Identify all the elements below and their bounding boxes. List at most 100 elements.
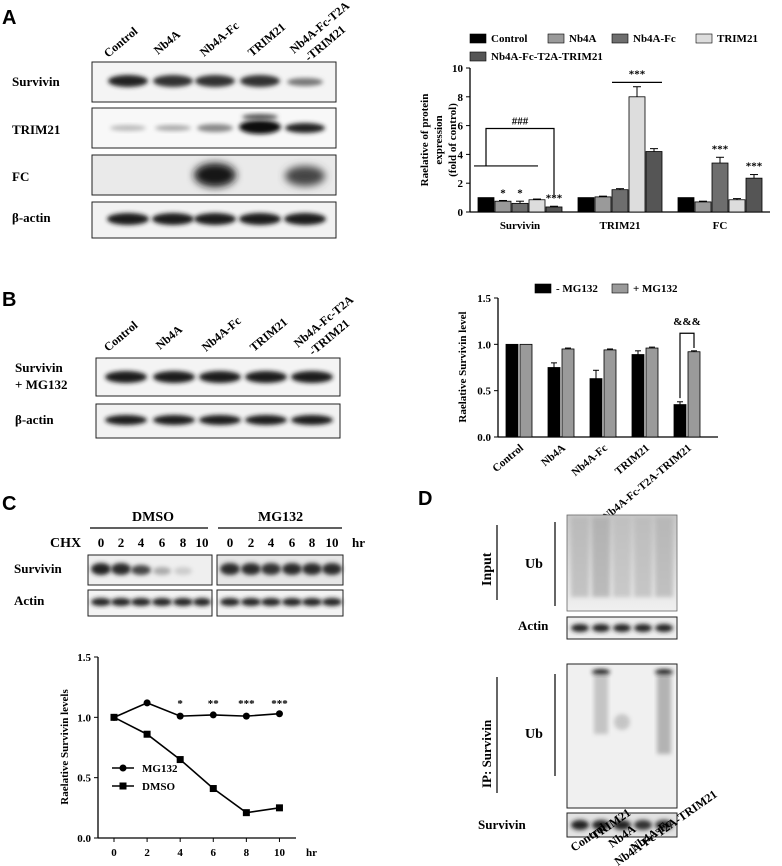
lane-label-nb4a: Nb4A (153, 322, 185, 352)
bar (677, 197, 695, 213)
bar (528, 199, 546, 213)
series-line (113, 716, 280, 814)
row-label-actin: Actin (14, 593, 45, 608)
significance-marker: * (500, 187, 506, 199)
legend-label: Nb4A-Fc (633, 33, 676, 45)
significance-marker: *** (546, 192, 563, 204)
timepoint-label: 10 (196, 535, 209, 550)
bar (687, 351, 701, 438)
bar (694, 201, 712, 213)
ub-label-ip: Ub (525, 727, 543, 742)
timepoint-label: 10 (326, 535, 339, 550)
bar (594, 196, 612, 213)
legend-swatch (611, 33, 629, 44)
data-point (143, 699, 151, 707)
significance-marker: ** (208, 698, 220, 710)
legend-label: TRIM21 (717, 33, 758, 45)
bar (611, 189, 629, 213)
legend-label: Nb4A (569, 33, 597, 45)
row-label-trim21: TRIM21 (12, 122, 60, 137)
row-label-actin: β-actin (12, 210, 51, 225)
y-axis-label: Raelative Survivin levels (59, 689, 71, 805)
group-label-mg132: MG132 (258, 510, 303, 525)
significance-marker: &&& (673, 316, 701, 328)
bar (494, 200, 512, 213)
y-tick-label: 6 (458, 121, 464, 133)
y-tick-label: 4 (458, 149, 464, 161)
bar (577, 197, 595, 213)
panel-c-blot-actin-dmso (87, 589, 213, 617)
bar (477, 197, 495, 213)
timepoint-label: 8 (180, 535, 187, 550)
legend-marker (119, 764, 127, 772)
x-tick-label: TRIM21 (613, 442, 652, 478)
panel-d-labels: Input Ub Actin IP: Survivin Ub Survivin (478, 522, 556, 832)
significance-marker: *** (712, 143, 729, 155)
legend-label: DMSO (142, 781, 175, 793)
time-unit-label: hr (352, 535, 365, 550)
row-label-fc: FC (12, 169, 29, 184)
panel-c-blot-survivin-mg132 (216, 554, 344, 586)
timepoint-label: 0 (227, 535, 234, 550)
panel-a-blot-survivin (91, 61, 337, 103)
panel-b-bar-chart: 0.0 0.5 1.0 1.5 Raelative Survivin level Cont… (457, 283, 718, 523)
row-label-survivin: Survivin (12, 74, 60, 89)
timepoint-label: 4 (268, 535, 275, 550)
bar (645, 347, 659, 438)
panel-label-a: A (2, 7, 16, 29)
data-point (209, 785, 217, 793)
bar (505, 343, 519, 438)
lane-label-nb4a-fc: Nb4A-Fc (197, 18, 242, 59)
legend-swatch (469, 51, 487, 62)
significance-marker: *** (746, 161, 763, 173)
panel-b-blot-survivin (95, 357, 341, 397)
bar (511, 202, 529, 213)
lane-label-nb4a-fc: Nb4A-Fc (199, 313, 244, 354)
timepoint-label: 4 (138, 535, 145, 550)
row-label-mg132: + MG132 (15, 377, 68, 392)
data-point (110, 713, 118, 721)
lane-label-nb4a: Nb4A (151, 27, 183, 57)
bar (589, 378, 603, 438)
row-label-survivin: Survivin (15, 360, 63, 375)
input-label: Input (480, 552, 495, 586)
timepoint-label: 6 (289, 535, 296, 550)
legend-label: MG132 (142, 763, 178, 775)
legend-swatch (534, 283, 552, 294)
y-axis-label: Raelative Survivin level (457, 311, 469, 422)
bar (711, 162, 729, 213)
bar (561, 348, 575, 438)
x-axis-label: hr (306, 847, 317, 859)
y-tick-label: 1.0 (77, 712, 91, 724)
timepoint-labels: 0 02 24 46 68 810 10 (98, 535, 339, 550)
bar (603, 349, 617, 438)
chx-label: CHX (50, 536, 81, 551)
x-tick-label: 2 (144, 847, 150, 859)
panel-c-line-chart: 0.0 0.5 1.0 1.5 0 2 4 6 8 10 hr Raelative Survivin … (59, 652, 317, 859)
legend-label: + MG132 (633, 283, 678, 295)
x-tick-label: Control (490, 442, 526, 475)
panel-a-blot-actin (91, 201, 337, 239)
panel-d-blot-input-ub (566, 514, 678, 612)
series-line (113, 701, 280, 719)
y-tick-label: 0.0 (77, 833, 91, 845)
y-tick-label: 1.0 (477, 339, 491, 351)
panel-d-blot-ip-ub (566, 663, 678, 809)
bar (547, 367, 561, 438)
panel-d-blot-input-actin (566, 616, 678, 640)
panel-b-blot-actin (95, 403, 341, 439)
x-tick-label: 6 (211, 847, 217, 859)
significance-marker: * (177, 698, 183, 710)
bar (728, 199, 746, 213)
y-tick-label: 8 (458, 92, 464, 104)
timepoint-label: 6 (159, 535, 166, 550)
y-tick-label: 0 (458, 207, 464, 219)
legend-label: - MG132 (556, 283, 598, 295)
lane-label-trim21: TRIM21 (247, 315, 290, 354)
panel-c-header: DMSO MG132 CHX hr 0 02 24 46 68 810 10 Survivi… (14, 510, 365, 608)
legend-marker (119, 782, 127, 790)
group-label-dmso: DMSO (132, 510, 174, 525)
data-point (242, 712, 250, 720)
timepoint-label: 0 (98, 535, 105, 550)
